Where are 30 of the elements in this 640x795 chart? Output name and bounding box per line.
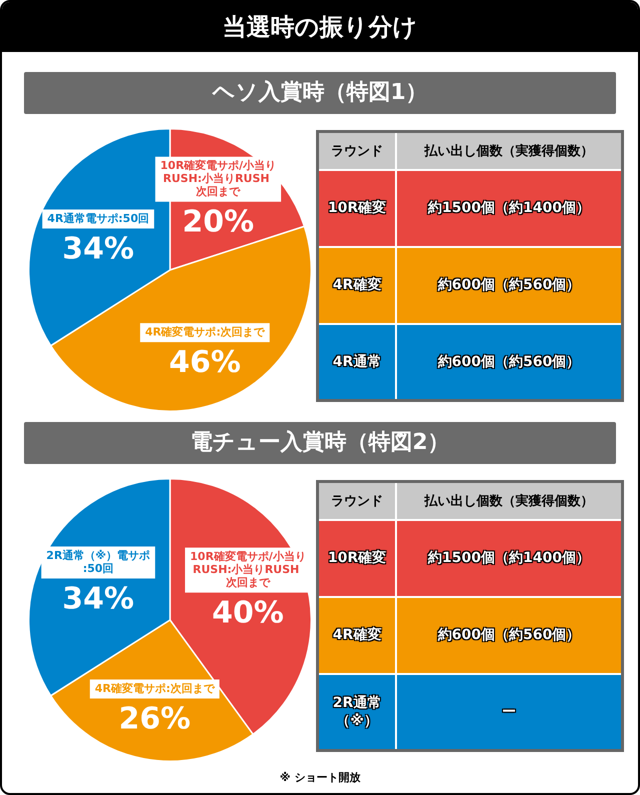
text: 約600個（約560個） [396, 324, 622, 400]
slice-label: 4R通常電サポ:50回 [47, 212, 150, 225]
data-label: 40% [212, 595, 284, 630]
chart-subtitle: ヘソ入賞時（特図1） [24, 72, 616, 114]
text: 2R通常（※） [318, 674, 396, 750]
chart-title: 当選時の振り分け [2, 2, 638, 52]
text: 4R通常 [318, 324, 396, 400]
chart-subtitle: 電チュー入賞時（特図2） [24, 422, 616, 464]
table-header: ラウンド 払い出し個数（実獲得個数） [318, 132, 622, 170]
data-label: 34% [62, 581, 134, 616]
data-label: 26% [118, 701, 191, 736]
text: 10R確変 [318, 520, 396, 596]
slice-label: 4R確変電サポ:次回まで [94, 682, 216, 695]
text: ー [396, 674, 622, 750]
data-label: 20% [182, 204, 254, 240]
slice-label: 2R通常（※）電サポ:50回 [46, 548, 150, 575]
text: 10R確変 [318, 170, 396, 246]
slice-label: 10R確変電サポ/小当りRUSH:小当りRUSH 次回まで [190, 550, 306, 590]
text: 約600個（約560個） [396, 596, 622, 674]
text: 4R確変 [318, 596, 396, 674]
text: 約1500個（約1400個） [396, 170, 622, 246]
text: 4R確変 [318, 246, 396, 324]
text: ※ ショート開放 [278, 770, 362, 785]
slice-label: 10R確変電サポ/小当りRUSH:小当りRUSH 次回まで [160, 159, 276, 198]
data-label: 34% [62, 231, 134, 266]
text: 約1500個（約1400個） [396, 520, 622, 596]
slice-label: 4R確変電サポ:次回まで [145, 325, 266, 338]
table-header: ラウンド 払い出し個数（実獲得個数） [318, 482, 622, 520]
text: 約600個（約560個） [396, 246, 622, 324]
data-label: 46% [168, 344, 241, 380]
